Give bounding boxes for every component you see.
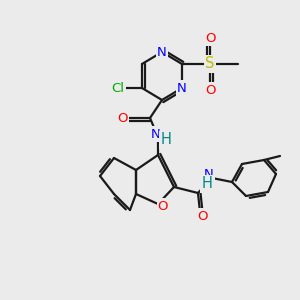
Text: O: O <box>158 200 168 212</box>
Text: O: O <box>118 112 128 124</box>
Text: N: N <box>157 46 167 59</box>
Text: O: O <box>205 32 215 44</box>
Text: H: H <box>160 133 171 148</box>
Text: N: N <box>151 128 161 140</box>
Text: N: N <box>204 169 214 182</box>
Text: N: N <box>177 82 187 94</box>
Text: Cl: Cl <box>112 82 124 94</box>
Text: O: O <box>205 83 215 97</box>
Text: S: S <box>205 56 215 71</box>
Text: O: O <box>197 209 207 223</box>
Text: H: H <box>202 176 212 191</box>
